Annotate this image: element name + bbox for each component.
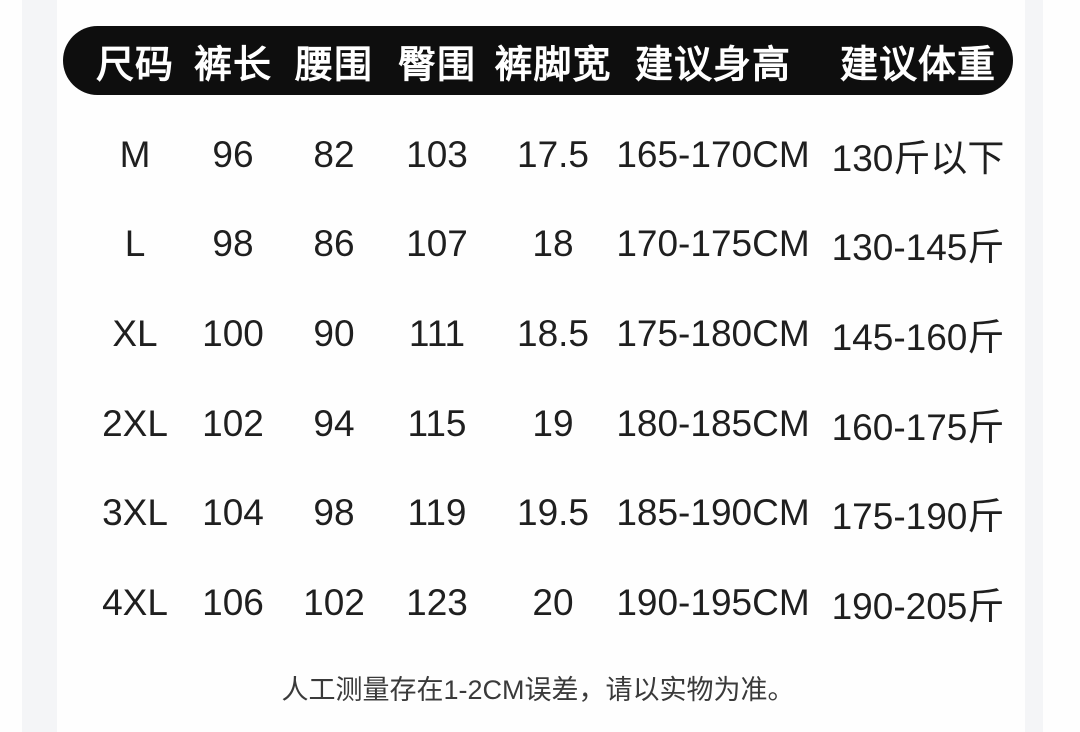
value-cell: 18 [532,223,574,265]
header-cell-hip: 臀围 [397,44,477,86]
size-chart-body: M 96 82 103 17.5 165-170CM 130斤以下 L 98 8… [63,110,1013,648]
page-edge-band-right [1025,0,1043,732]
header-cell-size: 尺码 [95,44,175,86]
value-cell: 115 [407,402,467,444]
value-cell: 123 [406,581,468,623]
value-cell: 96 [212,133,254,175]
value-cell: 130-145斤 [831,227,1005,269]
value-cell: 82 [313,133,355,175]
value-cell: 185-190CM [616,492,810,534]
value-cell: 18.5 [516,312,590,354]
value-cell: 190-195CM [616,581,810,623]
value-cell: 119 [407,492,467,534]
table-row-4xl: 4XL 106 102 123 20 190-195CM 190-205斤 [63,558,1013,648]
value-cell: 107 [406,223,468,265]
value-cell: 94 [313,402,355,444]
value-cell: 86 [313,223,355,265]
table-row-xl: XL 100 90 111 18.5 175-180CM 145-160斤 [63,289,1013,379]
header-cell-waist: 腰围 [294,44,374,86]
value-cell: 175-180CM [616,312,810,354]
value-cell: 190-205斤 [831,585,1005,627]
value-cell: 160-175斤 [831,406,1005,448]
value-cell: 145-160斤 [831,316,1005,358]
value-cell: 102 [303,581,365,623]
table-row-m: M 96 82 103 17.5 165-170CM 130斤以下 [63,110,1013,200]
value-cell: 17.5 [516,133,590,175]
value-cell: 111 [408,312,466,354]
value-cell: 165-170CM [616,133,810,175]
size-cell: 4XL [102,581,168,623]
table-row-l: L 98 86 107 18 170-175CM 130-145斤 [63,200,1013,290]
value-cell: 102 [202,402,264,444]
header-cell-pant-length: 裤长 [193,44,273,86]
value-cell: 100 [202,312,264,354]
value-cell: 175-190斤 [831,496,1005,538]
size-cell: M [119,133,151,175]
value-cell: 19 [532,402,574,444]
value-cell: 130斤以下 [831,137,1005,179]
header-cell-height: 建议身高 [634,44,792,86]
size-cell: 3XL [102,492,168,534]
size-cell: L [124,223,146,265]
value-cell: 103 [406,133,468,175]
value-cell: 98 [212,223,254,265]
size-chart: 尺码 裤长 腰围 臀围 裤脚宽 建议身高 建议体重 M 96 82 103 17… [63,0,1013,732]
value-cell: 104 [202,492,264,534]
size-cell: 2XL [102,402,168,444]
size-cell: XL [112,312,158,354]
table-row-2xl: 2XL 102 94 115 19 180-185CM 160-175斤 [63,379,1013,469]
value-cell: 170-175CM [616,223,810,265]
value-cell: 19.5 [516,492,590,534]
value-cell: 90 [313,312,355,354]
measurement-disclaimer: 人工测量存在1-2CM误差，请以实物为准。 [281,675,795,705]
value-cell: 180-185CM [616,402,810,444]
page-edge-band-left [22,0,57,732]
value-cell: 106 [202,581,264,623]
header-cell-weight: 建议体重 [839,44,997,86]
value-cell: 20 [532,581,574,623]
header-cell-leg-opening: 裤脚宽 [494,44,612,86]
size-chart-header-bar: 尺码 裤长 腰围 臀围 裤脚宽 建议身高 建议体重 [63,26,1013,95]
value-cell: 98 [313,492,355,534]
table-row-3xl: 3XL 104 98 119 19.5 185-190CM 175-190斤 [63,468,1013,558]
